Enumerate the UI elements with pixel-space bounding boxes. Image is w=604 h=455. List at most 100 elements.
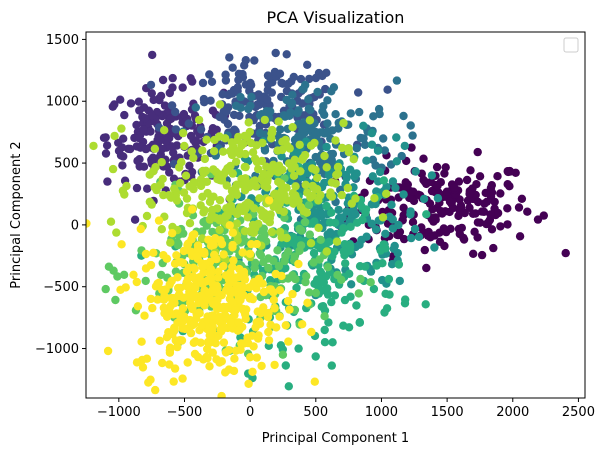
scatter-point <box>178 83 187 92</box>
scatter-point <box>224 365 234 374</box>
y-tick-label: −1000 <box>35 342 79 357</box>
scatter-point <box>139 125 148 134</box>
scatter-point <box>245 249 255 258</box>
scatter-point <box>539 211 548 220</box>
scatter-point <box>142 354 152 363</box>
scatter-point <box>292 283 301 293</box>
scatter-point <box>294 344 303 353</box>
scatter-point <box>300 217 310 227</box>
scatter-point <box>325 237 334 246</box>
scatter-point <box>305 116 315 125</box>
scatter-point <box>274 177 283 186</box>
scatter-point <box>205 70 214 79</box>
scatter-point <box>228 228 238 237</box>
scatter-point <box>419 194 429 204</box>
scatter-point <box>219 338 229 347</box>
scatter-point <box>314 196 323 205</box>
scatter-point <box>178 304 188 313</box>
scatter-point <box>200 301 209 310</box>
scatter-point <box>337 190 346 200</box>
scatter-point <box>184 119 193 128</box>
scatter-point <box>248 367 257 376</box>
scatter-point <box>322 247 331 256</box>
scatter-point <box>170 259 180 268</box>
scatter-point <box>196 291 206 300</box>
scatter-point <box>199 208 208 217</box>
scatter-point <box>316 235 325 244</box>
scatter-point <box>195 273 204 282</box>
scatter-point <box>486 210 495 219</box>
scatter-point <box>285 144 294 153</box>
scatter-point <box>248 331 257 340</box>
scatter-point <box>198 262 207 271</box>
scatter-point <box>171 107 180 117</box>
scatter-point <box>352 144 361 153</box>
scatter-point <box>496 222 505 231</box>
scatter-point <box>355 262 365 271</box>
scatter-point <box>296 74 306 84</box>
scatter-point <box>392 76 402 85</box>
scatter-point <box>204 275 214 284</box>
scatter-point <box>104 262 114 271</box>
scatter-point <box>101 284 110 294</box>
y-tick-label: −500 <box>43 280 79 295</box>
scatter-point <box>301 122 310 132</box>
scatter-point <box>368 172 377 181</box>
scatter-point <box>373 146 383 155</box>
scatter-point <box>282 50 291 59</box>
scatter-point <box>133 156 142 166</box>
scatter-point <box>309 183 319 192</box>
scatter-point <box>180 324 190 334</box>
scatter-point <box>315 203 325 212</box>
scatter-point <box>289 72 298 82</box>
scatter-point <box>185 281 194 290</box>
scatter-point <box>382 304 392 313</box>
scatter-point <box>209 300 219 309</box>
scatter-point <box>254 331 263 340</box>
scatter-point <box>215 196 225 205</box>
scatter-point <box>427 171 437 180</box>
scatter-point <box>303 298 312 307</box>
axes-frame <box>85 31 586 399</box>
scatter-point <box>267 88 276 97</box>
scatter-point <box>369 112 378 121</box>
scatter-point <box>436 207 446 216</box>
scatter-point <box>222 107 231 116</box>
scatter-point <box>284 382 293 391</box>
scatter-point <box>221 76 231 85</box>
scatter-point <box>408 131 417 140</box>
scatter-point <box>132 358 142 367</box>
scatter-point <box>138 363 148 372</box>
scatter-point <box>323 263 333 272</box>
scatter-point <box>311 152 320 162</box>
scatter-point <box>440 169 449 178</box>
scatter-point <box>295 140 304 149</box>
scatter-point <box>426 233 435 242</box>
scatter-point <box>496 189 505 198</box>
scatter-point <box>189 153 198 163</box>
scatter-point <box>235 264 244 274</box>
scatter-point <box>323 96 332 105</box>
scatter-point <box>255 249 264 258</box>
scatter-point <box>314 223 323 232</box>
scatter-point <box>241 56 250 65</box>
scatter-point <box>310 377 319 386</box>
scatter-point <box>456 203 466 212</box>
scatter-point <box>222 211 232 220</box>
scatter-point <box>378 275 387 285</box>
scatter-point <box>252 318 261 327</box>
scatter-point <box>162 312 172 321</box>
scatter-point <box>323 127 333 136</box>
scatter-point <box>212 125 221 134</box>
scatter-point <box>198 146 207 155</box>
scatter-point <box>399 203 408 212</box>
scatter-point <box>426 177 436 187</box>
scatter-point <box>357 235 366 245</box>
scatter-point <box>300 150 310 160</box>
scatter-point <box>116 285 125 294</box>
scatter-point <box>273 246 282 255</box>
scatter-point <box>288 289 297 299</box>
scatter-point <box>517 194 527 203</box>
scatter-point <box>514 203 524 212</box>
scatter-point <box>309 258 318 267</box>
